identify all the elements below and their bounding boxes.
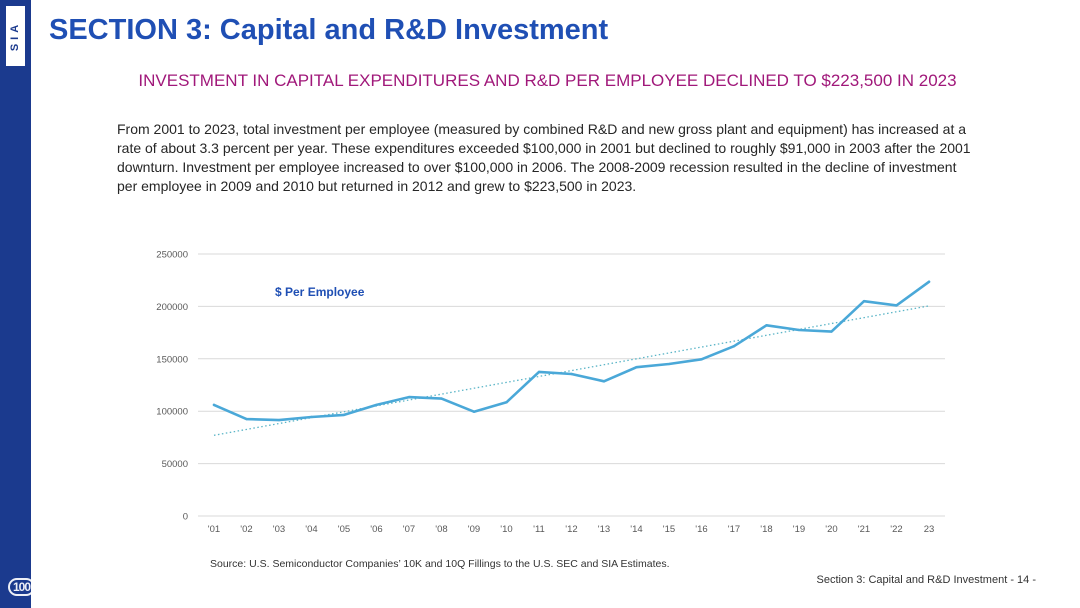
- x-tick-label: '17: [728, 524, 740, 535]
- body-paragraph: From 2001 to 2023, total investment per …: [117, 121, 971, 194]
- trendline: [213, 305, 930, 436]
- logo-text: SIA: [9, 20, 22, 52]
- x-tick-label: '16: [695, 524, 707, 535]
- y-tick-label: 150000: [156, 354, 188, 365]
- y-tick-label: 50000: [162, 459, 188, 470]
- footer-label: Section 3: Capital and R&D Investment - …: [816, 574, 1037, 586]
- x-tick-label: '04: [305, 524, 317, 535]
- data-point: [797, 328, 801, 332]
- x-tick-label: '20: [825, 524, 837, 535]
- x-tick-label: '11: [533, 524, 545, 535]
- x-tick-label: '09: [468, 524, 480, 535]
- data-point: [440, 397, 443, 400]
- y-tick-label: 0: [183, 512, 188, 523]
- data-point: [505, 401, 508, 404]
- data-point: [472, 410, 476, 413]
- y-tick-label: 100000: [156, 407, 188, 418]
- sia-logo: SIA: [6, 6, 25, 66]
- data-point: [310, 415, 313, 419]
- y-tick-label: 200000: [156, 302, 188, 313]
- data-point: [602, 380, 606, 383]
- data-point: [765, 324, 768, 327]
- series-line: [212, 280, 931, 422]
- x-tick-label: '22: [890, 524, 902, 535]
- data-point: [667, 362, 671, 366]
- x-tick-label: '02: [240, 524, 252, 535]
- legend-label: $ Per Employee: [275, 285, 365, 299]
- data-point: [212, 403, 216, 407]
- x-tick-label: '05: [338, 524, 350, 535]
- x-tick-label: '13: [598, 524, 610, 535]
- sidebar: SIA: [0, 0, 31, 608]
- x-tick-label: '06: [370, 524, 382, 535]
- data-point: [537, 370, 541, 374]
- watermark-text: 大数跨境: [39, 579, 108, 598]
- data-point: [635, 365, 638, 369]
- x-tick-label: '07: [403, 524, 415, 535]
- x-tick-label: 23: [924, 524, 935, 535]
- data-point: [375, 403, 378, 407]
- data-point: [927, 280, 931, 283]
- x-tick-label: '18: [760, 524, 772, 535]
- data-point: [245, 417, 248, 421]
- x-tick-label: '21: [858, 524, 870, 535]
- x-tick-label: '19: [793, 524, 805, 535]
- watermark: 100 大数跨境: [8, 574, 107, 599]
- x-tick-label: '14: [630, 524, 642, 535]
- x-tick-label: '10: [500, 524, 512, 535]
- page-title: SECTION 3: Capital and R&D Investment: [49, 14, 609, 46]
- data-point: [700, 358, 703, 361]
- x-tick-label: '01: [208, 524, 220, 535]
- x-tick-label: '08: [435, 524, 447, 535]
- slide-subtitle: INVESTMENT IN CAPITAL EXPENDITURES AND R…: [138, 71, 957, 90]
- y-tick-label: 250000: [156, 250, 188, 261]
- data-point: [570, 372, 573, 376]
- data-point: [732, 345, 736, 348]
- data-point: [342, 413, 346, 417]
- data-point: [830, 330, 833, 333]
- source-note: Source: U.S. Semiconductor Companies’ 10…: [210, 558, 670, 570]
- watermark-icon: 100: [8, 577, 36, 596]
- data-point: [862, 299, 866, 303]
- x-tick-label: '03: [273, 524, 285, 535]
- data-point: [895, 304, 898, 307]
- x-tick-label: '15: [663, 524, 675, 535]
- data-point: [407, 395, 411, 399]
- data-point: [277, 418, 281, 422]
- x-tick-label: '12: [565, 524, 577, 535]
